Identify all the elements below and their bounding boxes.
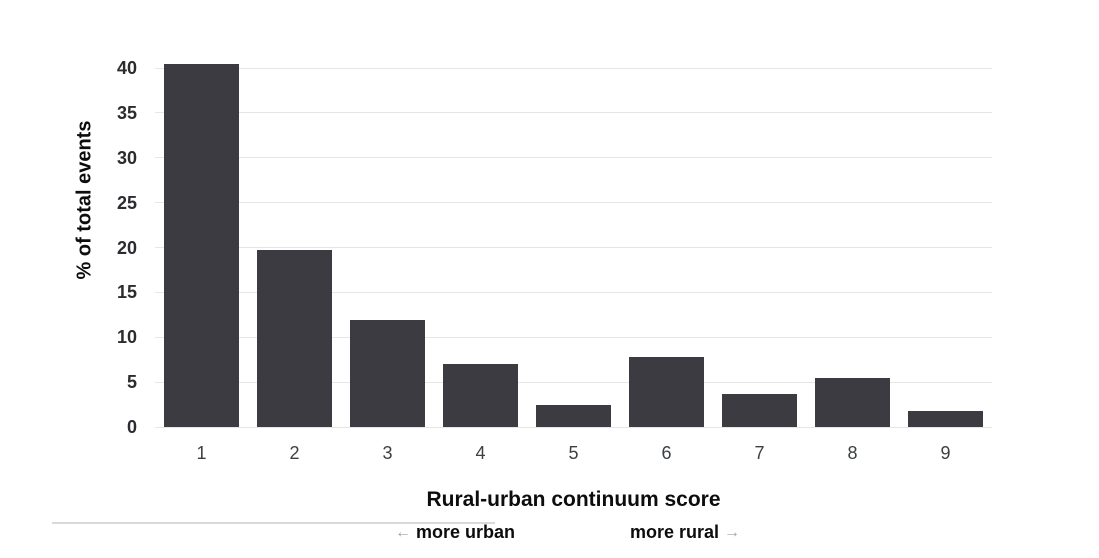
caption-divider-line xyxy=(52,522,495,524)
annotation-more-urban-label: more urban xyxy=(415,522,516,542)
bar-score-9 xyxy=(908,410,983,427)
right-arrow-icon: → xyxy=(724,524,741,541)
y-tick-label-30: 30 xyxy=(116,147,137,168)
x-tick-label-2: 2 xyxy=(289,443,300,463)
annotation-more-rural: more rural → xyxy=(575,522,795,543)
y-tick-label-20: 20 xyxy=(116,237,137,258)
bar-score-8 xyxy=(815,377,890,427)
bar-score-5 xyxy=(536,405,611,427)
gridline-y-5 xyxy=(155,381,992,383)
y-tick-label-25: 25 xyxy=(116,192,137,213)
annotation-more-rural-label: more rural xyxy=(629,522,720,542)
gridline-y-15 xyxy=(155,291,992,293)
y-tick-label-35: 35 xyxy=(116,102,137,123)
x-tick-label-1: 1 xyxy=(196,443,207,463)
bar-score-3 xyxy=(350,320,425,427)
plot-area xyxy=(155,0,992,428)
gridline-y-35 xyxy=(155,112,992,114)
x-tick-label-4: 4 xyxy=(475,443,486,463)
gridline-y-20 xyxy=(155,247,992,248)
y-tick-label-5: 5 xyxy=(126,372,137,393)
bar-score-1 xyxy=(164,63,239,427)
gridline-y-30 xyxy=(155,157,992,159)
x-tick-label-3: 3 xyxy=(382,443,393,463)
y-axis-title: % of total events xyxy=(73,120,96,280)
gridline-y-0 xyxy=(155,426,992,428)
y-tick-label-40: 40 xyxy=(116,58,137,78)
x-axis-title: Rural-urban continuum score xyxy=(426,488,721,511)
x-tick-label-5: 5 xyxy=(568,443,579,463)
bar-score-6 xyxy=(629,357,704,427)
y-tick-label-15: 15 xyxy=(116,282,137,303)
bar-score-4 xyxy=(443,364,518,427)
y-tick-label-10: 10 xyxy=(116,327,137,348)
x-tick-label-9: 9 xyxy=(940,443,951,463)
gridline-y-25 xyxy=(155,202,992,204)
x-tick-label-8: 8 xyxy=(847,443,858,463)
gridline-y-10 xyxy=(155,336,992,338)
y-tick-label-0: 0 xyxy=(126,417,137,437)
left-arrow-icon: ← xyxy=(394,524,411,541)
bar-score-7 xyxy=(722,393,797,427)
x-tick-label-7: 7 xyxy=(754,443,765,463)
annotation-more-urban: ← more urban xyxy=(345,522,565,543)
gridline-y-40 xyxy=(155,67,992,69)
bar-score-2 xyxy=(257,250,332,427)
x-tick-label-6: 6 xyxy=(661,443,672,463)
